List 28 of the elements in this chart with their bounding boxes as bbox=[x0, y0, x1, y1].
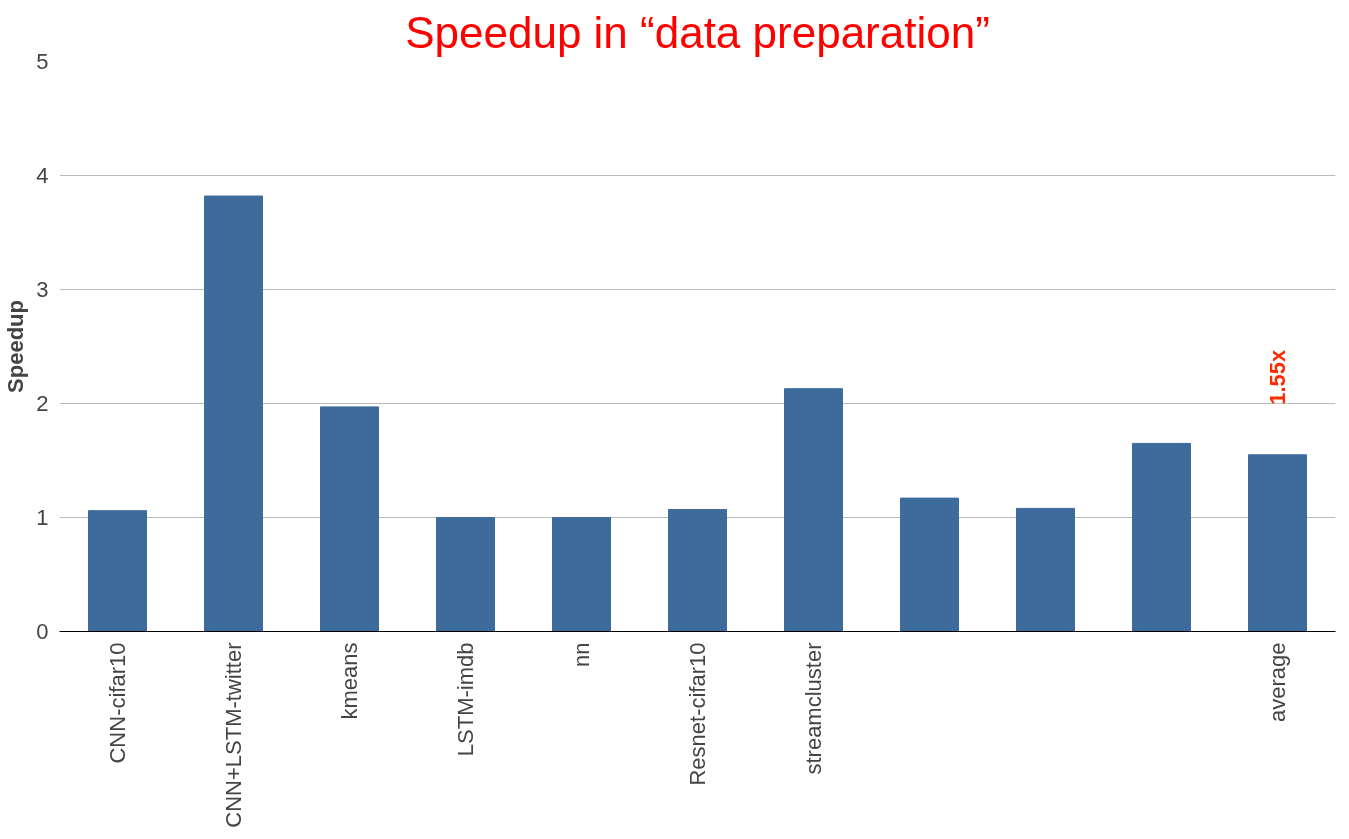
x-tick-label: LSTM-imdb bbox=[453, 642, 478, 757]
bar bbox=[900, 497, 959, 632]
bar bbox=[552, 517, 611, 632]
bar bbox=[1016, 507, 1075, 632]
bar bbox=[784, 388, 843, 632]
x-tick-label: streamcluster bbox=[801, 642, 826, 775]
y-tick-label: 2 bbox=[36, 391, 49, 416]
bar bbox=[1248, 454, 1307, 632]
bar bbox=[436, 517, 495, 632]
x-tick-label: CNN-cifar10 bbox=[105, 642, 130, 764]
x-tick-label: nn bbox=[569, 642, 594, 667]
y-tick-label: 4 bbox=[36, 163, 49, 188]
bar bbox=[1132, 442, 1191, 632]
y-tick-label: 1 bbox=[36, 505, 49, 530]
bar bbox=[320, 406, 379, 632]
y-tick-label: 0 bbox=[36, 619, 49, 644]
y-tick-label: 3 bbox=[36, 277, 49, 302]
bar bbox=[88, 510, 147, 632]
y-axis-title: Speedup bbox=[3, 300, 29, 393]
y-tick-label: 5 bbox=[36, 49, 49, 74]
x-tick-label: CNN+LSTM-twitter bbox=[221, 642, 246, 828]
annotation: 1.55x bbox=[1264, 348, 1290, 405]
bar bbox=[668, 509, 727, 632]
x-tick-label: kmeans bbox=[337, 642, 362, 720]
x-tick-label: average bbox=[1265, 642, 1290, 722]
x-tick-label: Resnet-cifar10 bbox=[685, 642, 710, 786]
bar bbox=[204, 195, 263, 632]
chart-title: Speedup in “data preparation” bbox=[405, 7, 990, 57]
